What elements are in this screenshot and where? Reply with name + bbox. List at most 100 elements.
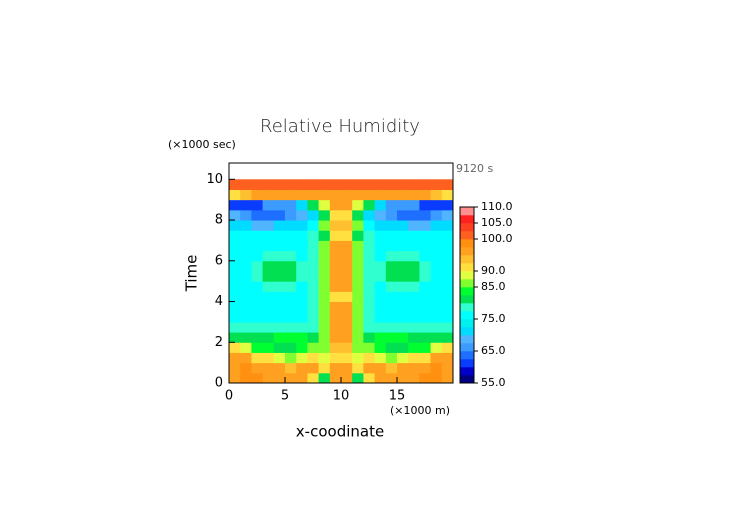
contour-cell (385, 332, 398, 343)
contour-cell (285, 250, 297, 262)
contour-cell (240, 372, 252, 384)
contour-cell (251, 372, 264, 384)
contour-cell (329, 260, 342, 272)
contour-cell (419, 240, 432, 252)
contour-cell (352, 301, 364, 313)
contour-cell (285, 352, 297, 364)
contour-cell (307, 250, 320, 262)
contour-cell (374, 311, 387, 323)
contour-cell (318, 352, 331, 364)
contour-cell (419, 291, 432, 303)
colorbar-segment (460, 207, 474, 216)
contour-cell (430, 281, 443, 292)
contour-cell (251, 321, 264, 333)
contour-cell (430, 311, 443, 323)
contour-cell (363, 179, 376, 190)
contour-cell (441, 179, 454, 190)
colorbar-segment (460, 247, 474, 256)
colorbar-segment (460, 327, 474, 336)
contour-cell (408, 260, 420, 272)
contour-cell (374, 230, 387, 241)
contour-cell (251, 301, 264, 313)
contour-cell (352, 240, 364, 252)
contour-cell (273, 352, 286, 364)
contour-cell (408, 311, 420, 323)
contour-cell (285, 260, 297, 272)
contour-cell (262, 230, 275, 241)
colorbar-label: 65.0 (481, 344, 506, 357)
contour-cell (229, 260, 241, 272)
contour-cell (419, 342, 432, 353)
contour-cell (341, 311, 353, 323)
y-tick-label: 4 (215, 294, 223, 309)
contour-cell (363, 240, 376, 252)
contour-cell (352, 311, 364, 323)
x-axis-title: x-coodinate (296, 423, 384, 441)
y-tick-label: 2 (215, 335, 223, 350)
contour-cell (385, 209, 398, 221)
y-axis-title: Time (183, 255, 201, 293)
contour-cell (397, 250, 409, 262)
contour-cell (229, 209, 241, 221)
contour-cell (285, 179, 297, 190)
contour-cell (273, 281, 286, 292)
x-tick-label: 10 (333, 389, 350, 404)
contour-cell (251, 209, 264, 221)
contour-cell (419, 270, 432, 282)
contour-cell (397, 240, 409, 252)
contour-cell (240, 291, 252, 303)
contour-cell (251, 179, 264, 190)
contour-cell (229, 332, 241, 343)
contour-cell (341, 372, 353, 384)
contour-cell (296, 311, 308, 323)
contour-cell (296, 342, 308, 353)
contour-cell (240, 321, 252, 333)
chart-title: Relative Humidity (260, 116, 420, 137)
contour-cell (329, 311, 342, 323)
contour-cell (262, 220, 275, 231)
colorbar-segment (460, 375, 474, 384)
contour-cell (374, 209, 387, 221)
contour-cell (307, 372, 320, 384)
colorbar-frame (459, 206, 475, 384)
contour-cell (441, 301, 454, 313)
colorbar-label: 100.0 (481, 232, 513, 245)
contour-cell (273, 199, 286, 211)
contour-cell (329, 362, 342, 374)
contour-cell (408, 342, 420, 353)
contour-cell (285, 332, 297, 343)
colorbar-segment (460, 335, 474, 344)
contour-cell (307, 270, 320, 282)
contour-cell (285, 240, 297, 252)
contour-cell (441, 260, 454, 272)
contour-cell (296, 352, 308, 364)
contour-cell (318, 321, 331, 333)
contour-cell (352, 362, 364, 374)
contour-cell (262, 179, 275, 190)
contour-cell (296, 270, 308, 282)
contour-cell (229, 250, 241, 262)
contour-cell (419, 199, 432, 211)
contour-cell (240, 281, 252, 292)
contour-cell (285, 230, 297, 241)
contour-cell (352, 372, 364, 384)
contour-cell (285, 281, 297, 292)
contour-cell (408, 209, 420, 221)
y-unit: (×1000 sec) (168, 138, 236, 151)
contour-cell (329, 281, 342, 292)
contour-cell (262, 209, 275, 221)
contour-cell (385, 281, 398, 292)
contour-cell (397, 301, 409, 313)
contour-cell (341, 260, 353, 272)
contour-cell (273, 362, 286, 374)
contour-cell (374, 189, 387, 201)
contour-cell (251, 220, 264, 231)
contour-cell (363, 199, 376, 211)
contour-cell (285, 209, 297, 221)
contour-cell (363, 220, 376, 231)
contour-cell (296, 220, 308, 231)
contour-cell (251, 362, 264, 374)
contour-cell (385, 321, 398, 333)
colorbar-label: 55.0 (481, 376, 506, 389)
contour-cell (408, 179, 420, 190)
